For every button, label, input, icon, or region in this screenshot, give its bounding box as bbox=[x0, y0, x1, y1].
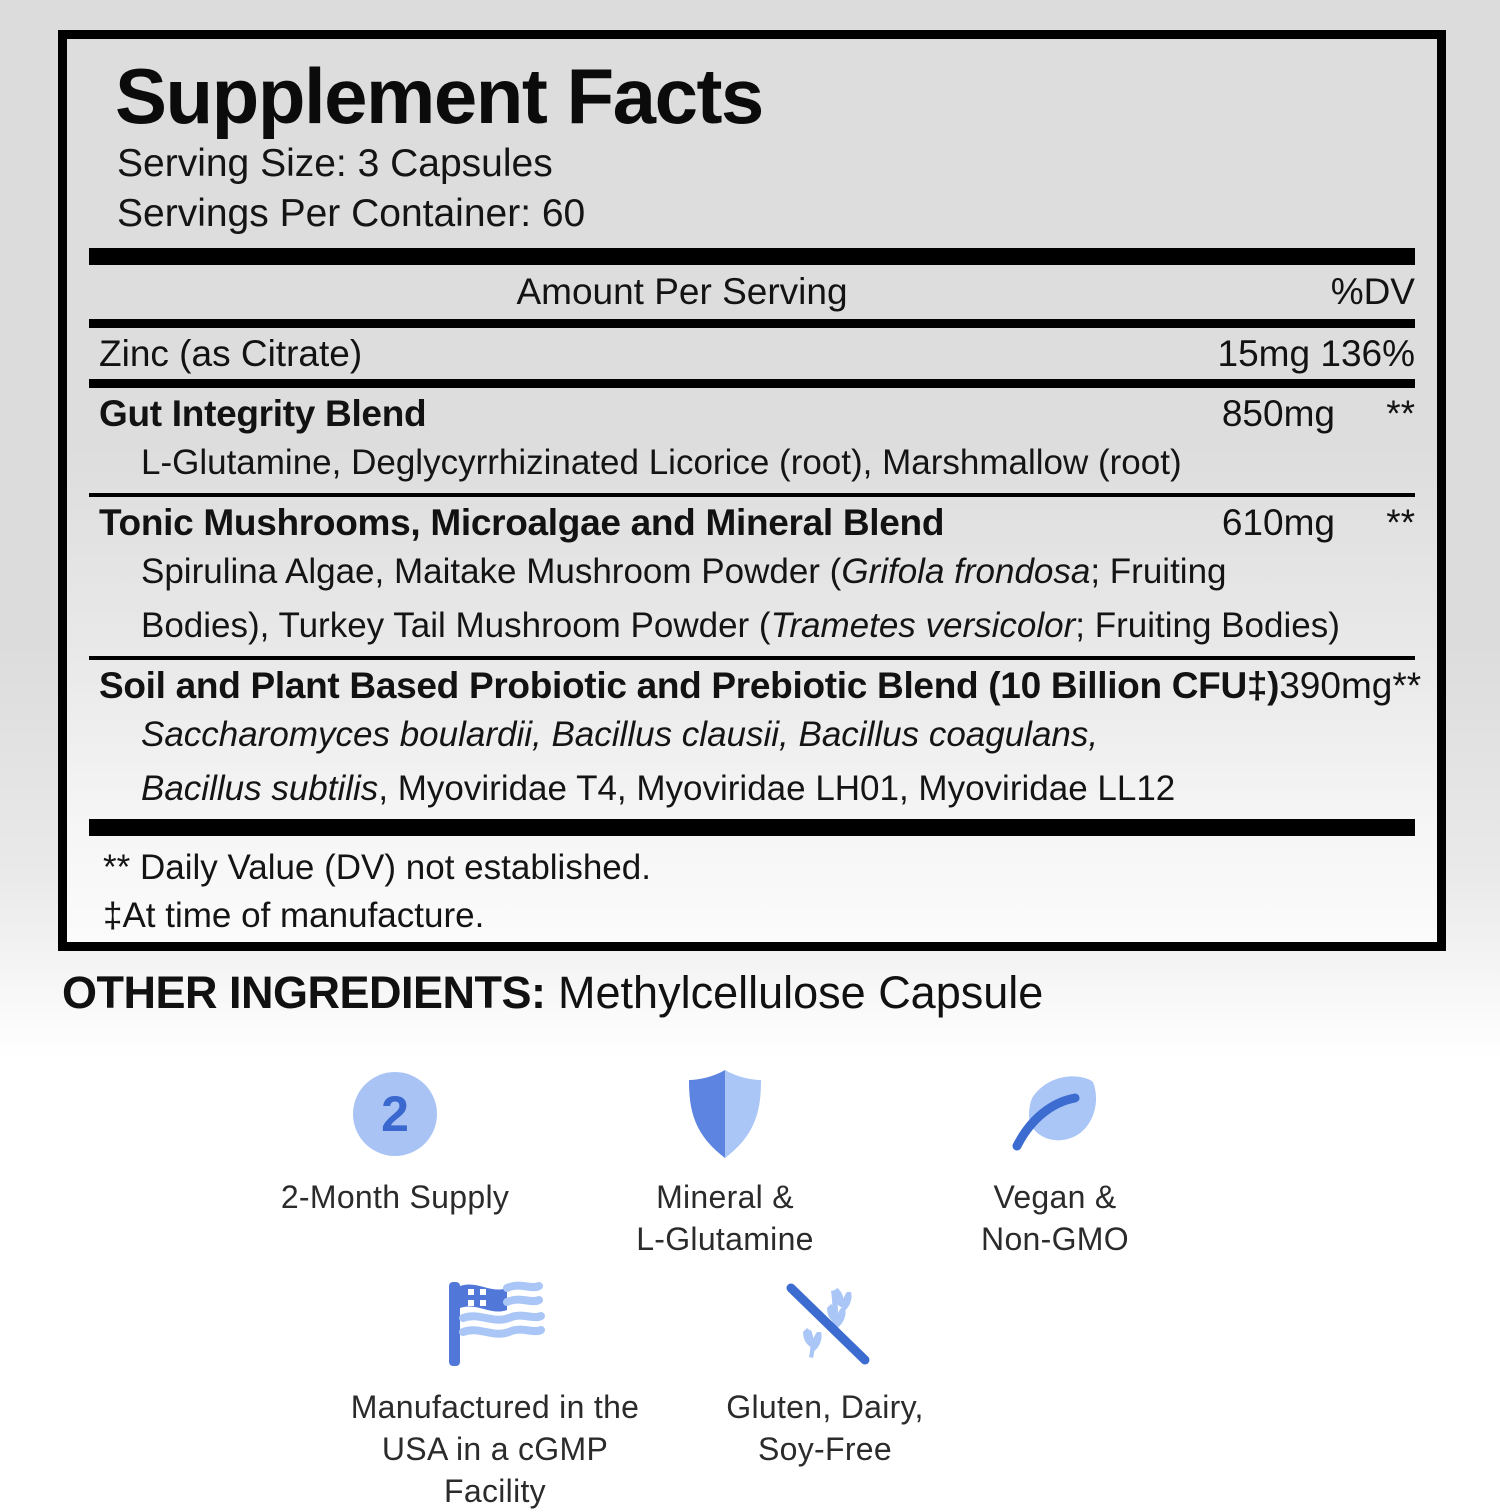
text-b: , Myoviridae T4, Myoviridae LH01, Myovir… bbox=[378, 769, 1176, 808]
shield-icon bbox=[683, 1068, 767, 1160]
blend-dv-probiotic: ** bbox=[1392, 665, 1422, 706]
blend-amount-tonic-mushrooms: 610mg bbox=[1221, 502, 1335, 543]
text-a: Bodies), Turkey Tail Mushroom Powder ( bbox=[141, 606, 771, 645]
badge-label: Mineral & L-Glutamine bbox=[636, 1179, 814, 1257]
two-circle-icon: 2 bbox=[353, 1068, 437, 1160]
table-row: Tonic Mushrooms, Microalgae and Mineral … bbox=[99, 497, 1415, 548]
blend-ingredients-tonic-line2: Bodies), Turkey Tail Mushroom Powder (Tr… bbox=[141, 602, 1415, 650]
amount-per-serving-header: Amount Per Serving bbox=[516, 271, 848, 312]
badge-2-month-supply: 2 2-Month Supply bbox=[230, 1068, 560, 1260]
blend-ingredients-gut-integrity: L-Glutamine, Deglycyrrhizinated Licorice… bbox=[141, 443, 1182, 482]
nutrient-name-zinc: Zinc (as Citrate) bbox=[99, 333, 363, 374]
table-row: Soil and Plant Based Probiotic and Prebi… bbox=[99, 660, 1421, 711]
badges-row-1: 2 2-Month Supply Mineral & L-Glutamine V… bbox=[230, 1068, 1340, 1260]
divider-thick-top bbox=[89, 248, 1415, 265]
blend-ingredients-tonic-line1: Spirulina Algae, Maitake Mushroom Powder… bbox=[141, 548, 1415, 596]
latin-name-bacillus-subtilis: Bacillus subtilis bbox=[141, 769, 379, 808]
badge-label: Vegan & Non-GMO bbox=[981, 1179, 1129, 1257]
other-ingredients-label: OTHER INGREDIENTS: bbox=[62, 967, 546, 1018]
blend-ingredients-probiotic-line1: Saccharomyces boulardii, Bacillus clausi… bbox=[141, 715, 1099, 754]
blend-amount-gut-integrity: 850mg bbox=[1221, 393, 1335, 434]
blend-name-gut-integrity: Gut Integrity Blend bbox=[99, 393, 427, 434]
divider-below-header bbox=[89, 319, 1415, 328]
badge-vegan-non-gmo: Vegan & Non-GMO bbox=[890, 1068, 1220, 1260]
badge-gluten-dairy-soy-free: Gluten, Dairy, Soy-Free bbox=[660, 1278, 990, 1512]
blend-name-tonic-mushrooms: Tonic Mushrooms, Microalgae and Mineral … bbox=[99, 502, 945, 543]
divider-above-tonic bbox=[89, 493, 1415, 497]
nutrient-amount-zinc: 15mg 136% bbox=[1217, 333, 1415, 374]
footnote-manufacture: ‡At time of manufacture. bbox=[103, 896, 485, 935]
badge-label: 2-Month Supply bbox=[280, 1179, 510, 1215]
blend-dv-tonic-mushrooms: ** bbox=[1386, 502, 1415, 543]
servings-per-container: Servings Per Container: 60 bbox=[117, 192, 586, 235]
divider-thick-bottom bbox=[89, 819, 1415, 836]
blend-ingredients-probiotic-line2: Bacillus subtilis, Myoviridae T4, Myovir… bbox=[141, 765, 1415, 813]
other-ingredients-value: Methylcellulose Capsule bbox=[558, 967, 1044, 1018]
footnote-daily-value: ** Daily Value (DV) not established. bbox=[103, 848, 651, 887]
blend-amount-probiotic: 390mg bbox=[1279, 665, 1393, 706]
panel-title: Supplement Facts bbox=[115, 52, 764, 140]
supplement-facts-panel: Supplement Facts Serving Size: 3 Capsule… bbox=[58, 30, 1446, 951]
table-header-row: Amount Per Serving %DV bbox=[99, 265, 1415, 319]
clipped-text-artifact bbox=[700, 0, 770, 8]
two-circle-glyph: 2 bbox=[353, 1072, 437, 1156]
blend-dv-gut-integrity: ** bbox=[1386, 393, 1415, 434]
table-row: Zinc (as Citrate) 15mg 136% bbox=[99, 328, 1415, 379]
table-row: Gut Integrity Blend 850mg ** bbox=[99, 388, 1415, 439]
leaf-icon bbox=[1001, 1068, 1109, 1160]
badge-label: Gluten, Dairy, Soy-Free bbox=[726, 1389, 924, 1467]
divider-above-probiotic bbox=[89, 656, 1415, 660]
other-ingredients: OTHER INGREDIENTS: Methylcellulose Capsu… bbox=[62, 965, 1043, 1021]
usa-flag-icon bbox=[443, 1278, 547, 1370]
badge-label: Manufactured in the USA in a cGMP Facili… bbox=[350, 1389, 640, 1509]
text-b: ; Fruiting bbox=[1090, 552, 1227, 591]
blend-name-probiotic: Soil and Plant Based Probiotic and Prebi… bbox=[99, 665, 1280, 706]
text-b: ; Fruiting Bodies) bbox=[1075, 606, 1340, 645]
divider-below-zinc bbox=[89, 379, 1415, 388]
badge-made-in-usa: Manufactured in the USA in a cGMP Facili… bbox=[330, 1278, 660, 1512]
percent-dv-header: %DV bbox=[1330, 271, 1415, 312]
badge-mineral-l-glutamine: Mineral & L-Glutamine bbox=[560, 1068, 890, 1260]
text-a: Spirulina Algae, Maitake Mushroom Powder… bbox=[141, 552, 842, 591]
no-gluten-icon bbox=[773, 1278, 877, 1370]
serving-size: Serving Size: 3 Capsules bbox=[117, 142, 553, 185]
latin-name-grifola: Grifola frondosa bbox=[841, 552, 1091, 591]
badges-row-2: Manufactured in the USA in a cGMP Facili… bbox=[330, 1278, 1230, 1512]
latin-name-trametes: Trametes versicolor bbox=[770, 606, 1076, 645]
